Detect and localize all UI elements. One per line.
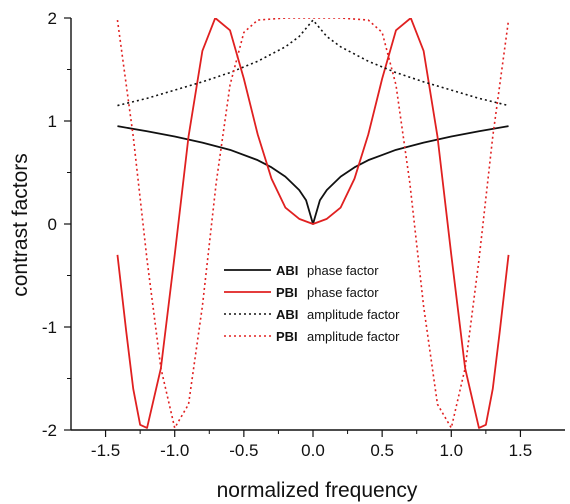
series-line-pbi-phase-factor: [116, 18, 510, 429]
legend-abbr: ABI: [276, 307, 298, 322]
y-tick-label: 1: [48, 112, 57, 131]
series-line-abi-phase-factor: [117, 125, 509, 225]
y-tick-label: 0: [48, 215, 57, 234]
series-layer: [116, 18, 510, 429]
legend-label: phase factor: [307, 285, 379, 300]
x-tick-label: 0.5: [370, 441, 394, 460]
x-tick-label: 0.0: [301, 441, 325, 460]
legend-abbr: PBI: [276, 285, 298, 300]
x-axis-title: normalized frequency: [217, 479, 418, 502]
legend-abbr: ABI: [276, 263, 298, 278]
legend-label: amplitude factor: [307, 329, 400, 344]
legend-abbr: PBI: [276, 329, 298, 344]
axes-layer: -1.5 -1.0 -0.5 0.0 0.5 1.0 1.5 -2 -1 0 1 2: [42, 9, 565, 460]
legend-label: amplitude factor: [307, 307, 400, 322]
x-tick-label: 1.5: [509, 441, 533, 460]
x-tick-label: -1.0: [160, 441, 189, 460]
legend-label: phase factor: [307, 263, 379, 278]
series-line-abi-amplitude-factor: [117, 19, 509, 107]
x-tick-label: 1.0: [439, 441, 463, 460]
y-axis-title: contrast factors: [9, 153, 32, 297]
x-tick-label: -1.5: [91, 441, 120, 460]
y-tick-label: 2: [48, 9, 57, 28]
legend: ABI phase factor PBI phase factor ABI amplitu…: [224, 263, 400, 344]
y-tick-label: -2: [42, 421, 57, 440]
y-tick-label: -1: [42, 318, 57, 337]
x-tick-label: -0.5: [229, 441, 258, 460]
series-line-pbi-amplitude-factor: [116, 18, 510, 429]
